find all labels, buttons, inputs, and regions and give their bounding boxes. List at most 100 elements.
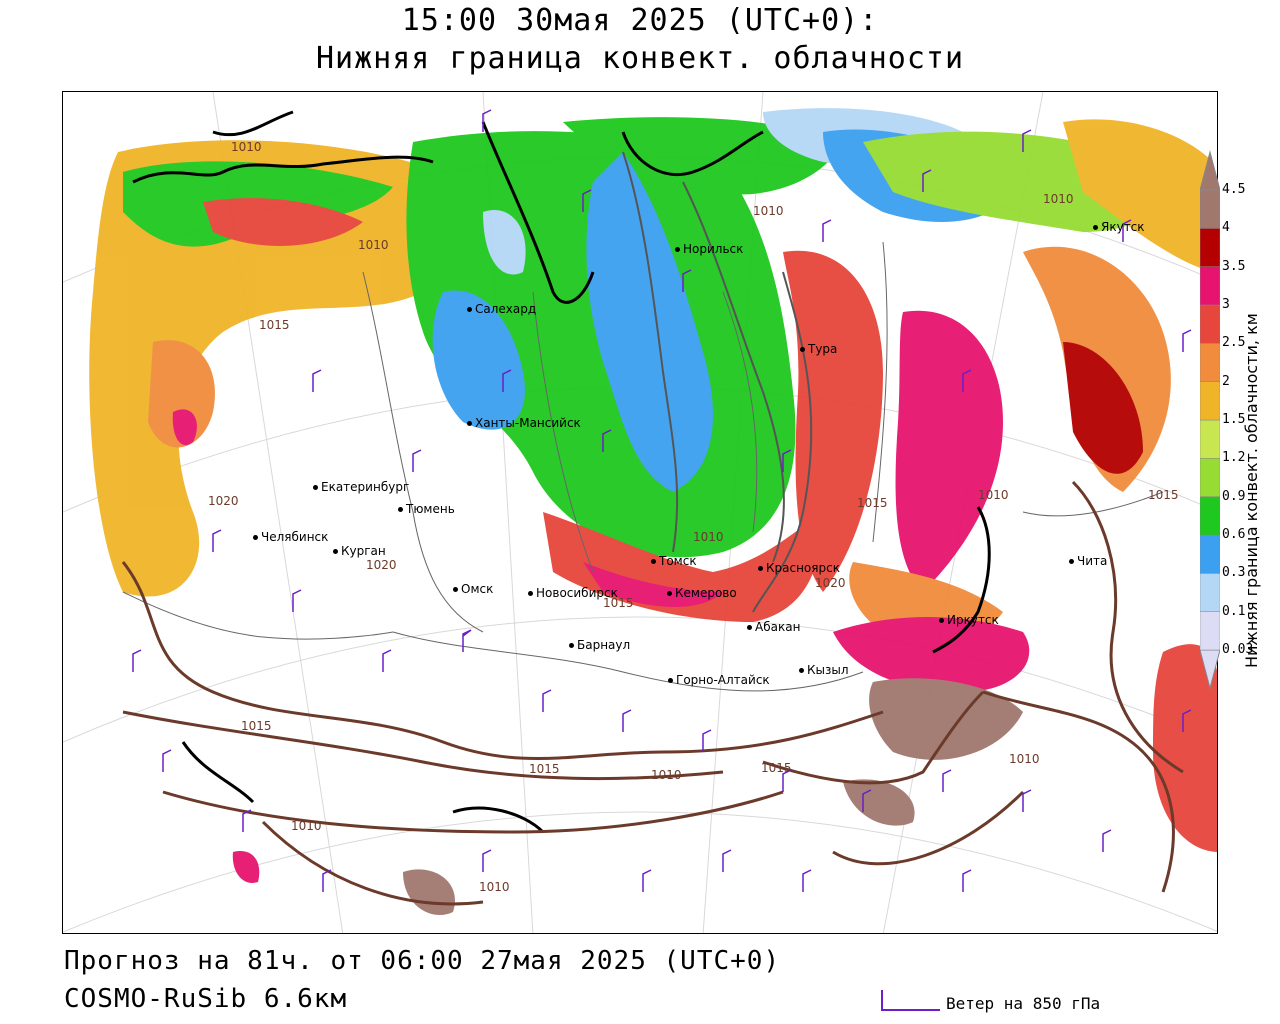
city-tyumen: Тюмень xyxy=(398,502,455,516)
city-dot-icon xyxy=(333,549,338,554)
city-dot-icon xyxy=(398,507,403,512)
isobars xyxy=(121,480,1184,906)
isobar-label: 1010 xyxy=(358,238,389,252)
city-dot-icon xyxy=(800,347,805,352)
city-dot-icon xyxy=(799,668,804,673)
colorbar-tick-label: 0.03 xyxy=(1222,642,1254,657)
city-irkutsk: Иркутск xyxy=(939,613,999,627)
colorbar-arrow-high xyxy=(1200,150,1220,191)
isobar-label: 1010 xyxy=(1009,752,1040,766)
isobar-label: 1015 xyxy=(603,596,634,610)
city-dot-icon xyxy=(313,485,318,490)
wind-legend: Ветер на 850 гПа xyxy=(878,988,1138,1018)
city-dot-icon xyxy=(758,566,763,571)
city-kyzyl: Кызыл xyxy=(799,663,849,677)
city-barnaul: Барнаул xyxy=(569,638,630,652)
colorbar-segment xyxy=(1200,304,1220,344)
rivers xyxy=(622,151,813,613)
colorbar-segment xyxy=(1200,496,1220,536)
city-gorno-altaysk: Горно-Алтайск xyxy=(668,673,770,687)
isobar-label: 1010 xyxy=(479,880,510,894)
isobar-label: 1010 xyxy=(753,204,784,218)
city-krasnoyarsk: Красноярск xyxy=(758,561,840,575)
colorbar-tick-label: 2.5 xyxy=(1222,335,1246,351)
city-dot-icon xyxy=(668,678,673,683)
map-title-time: 15:00 30мая 2025 (UTC+0): xyxy=(401,3,879,38)
isobar-label: 1015 xyxy=(529,762,560,776)
city-tura: Тура xyxy=(800,342,837,356)
colorbar-segment xyxy=(1200,189,1220,229)
colorbar-segments xyxy=(1200,150,1220,690)
city-dot-icon xyxy=(747,625,752,630)
city-abakan: Абакан xyxy=(747,620,800,634)
isobar-label: 1010 xyxy=(978,488,1009,502)
coastline xyxy=(132,110,991,834)
city-chelyabinsk: Челябинск xyxy=(253,530,328,544)
city-khanty-mansiysk: Ханты-Мансийск xyxy=(467,416,581,430)
colorbar-title: Нижняя граница конвект. облачности, км xyxy=(1242,313,1261,668)
colorbar-tick-label: 1.2 xyxy=(1222,450,1246,466)
city-dot-icon xyxy=(675,247,680,252)
colorbar-tick-label: 3.5 xyxy=(1222,258,1246,274)
colorbar-segment xyxy=(1200,458,1220,497)
colorbar-tick-label: 2 xyxy=(1222,373,1230,389)
city-kemerovo: Кемерово xyxy=(667,586,737,600)
isobar-label: 1020 xyxy=(815,576,846,590)
city-dot-icon xyxy=(467,421,472,426)
wind-barb-icon xyxy=(881,990,940,1011)
colorbar-arrow-low xyxy=(1200,649,1220,690)
colorbar-tick-label: 0.6 xyxy=(1222,527,1246,542)
city-kurgan: Курган xyxy=(333,544,386,558)
isobar-label: 1020 xyxy=(208,494,239,508)
isobar-label: 1015 xyxy=(241,719,272,733)
forecast-map[interactable]: Норильск Якутск Салехард Тура Ханты-Манс… xyxy=(62,91,1218,934)
isobar-label: 1010 xyxy=(1043,192,1074,206)
colorbar-segment xyxy=(1200,573,1220,612)
city-dot-icon xyxy=(453,587,458,592)
wind-legend-label: Ветер на 850 гПа xyxy=(946,994,1101,1013)
isobar-label: 1015 xyxy=(1148,488,1179,502)
isobar-label: 1015 xyxy=(857,496,888,510)
isobar-label: 1010 xyxy=(693,530,724,544)
isobar-label: 1010 xyxy=(231,140,262,154)
isobar-label: 1015 xyxy=(259,318,290,332)
isobar-label: 1010 xyxy=(651,768,682,782)
colorbar-tick-label: 4 xyxy=(1222,220,1230,236)
isobar-label: 1015 xyxy=(761,761,792,775)
colorbar-tick-label: 0.9 xyxy=(1222,488,1246,504)
city-salekhard: Салехард xyxy=(467,302,536,316)
map-canvas xyxy=(63,92,1217,933)
map-title-variable: Нижняя граница конвект. облачности xyxy=(315,41,965,76)
city-tomsk: Томск xyxy=(651,554,697,568)
city-dot-icon xyxy=(1093,225,1098,230)
city-chita: Чита xyxy=(1069,554,1107,568)
city-dot-icon xyxy=(667,591,672,596)
city-dot-icon xyxy=(528,591,533,596)
city-dot-icon xyxy=(1069,559,1074,564)
isobar-label: 1020 xyxy=(366,558,397,572)
wind-barbs xyxy=(132,109,1192,892)
city-dot-icon xyxy=(651,559,656,564)
colorbar-segment xyxy=(1200,343,1220,382)
city-dot-icon xyxy=(939,618,944,623)
colorbar-tick-label: 4.5 xyxy=(1222,182,1246,197)
colorbar-segment xyxy=(1200,419,1220,459)
city-novosibirsk: Новосибирск xyxy=(528,586,618,600)
city-norilsk: Норильск xyxy=(675,242,743,256)
city-dot-icon xyxy=(569,643,574,648)
admin-borders xyxy=(122,241,1164,692)
city-dot-icon xyxy=(467,307,472,312)
colorbar-tick-label: 3 xyxy=(1222,297,1230,312)
forecast-info: Прогноз на 81ч. от 06:00 27мая 2025 (UTC… xyxy=(64,946,781,976)
city-yekaterinburg: Екатеринбург xyxy=(313,480,409,494)
colorbar-segment xyxy=(1200,381,1220,421)
colorbar-tick-label: 0.3 xyxy=(1222,565,1246,581)
colorbar-tick-label: 1.5 xyxy=(1222,412,1246,427)
isobar-label: 1010 xyxy=(291,819,322,833)
city-yakutsk: Якутск xyxy=(1093,220,1145,234)
cloud-field xyxy=(89,108,1217,916)
city-omsk: Омск xyxy=(453,582,493,596)
colorbar-segment xyxy=(1200,534,1220,574)
model-name: COSMO-RuSib 6.6км xyxy=(64,984,348,1014)
colorbar-segment xyxy=(1200,266,1220,306)
